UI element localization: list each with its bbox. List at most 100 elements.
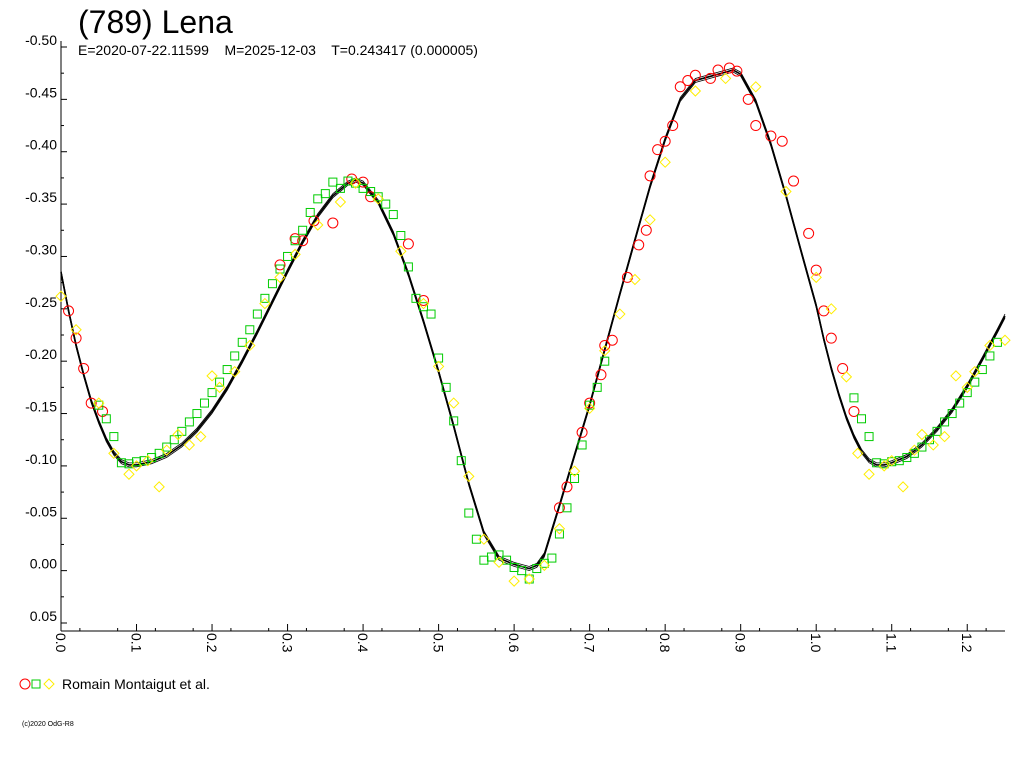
data-point-diamond — [349, 177, 362, 189]
data-point-circle — [667, 120, 679, 132]
data-point-circle — [837, 363, 849, 375]
data-point-circle — [63, 305, 75, 317]
data-point-square — [464, 508, 474, 518]
data-point-diamond — [689, 85, 702, 97]
data-point-square — [570, 473, 580, 483]
data-point-circle — [788, 175, 800, 187]
data-point-circle — [803, 227, 815, 239]
data-point-square — [305, 207, 315, 217]
data-point-circle — [289, 233, 301, 245]
data-point-circle — [776, 135, 788, 147]
data-point-diamond — [130, 460, 143, 472]
data-point-diamond — [950, 370, 962, 382]
x-tick-label: 0.8 — [657, 633, 673, 653]
data-point-diamond — [123, 468, 135, 480]
data-point-circle — [731, 65, 743, 77]
data-point-square — [940, 417, 950, 427]
data-point-square — [260, 293, 270, 303]
y-tick-label: -0.35 — [25, 189, 57, 205]
data-point-diamond — [417, 297, 430, 310]
data-point-circle — [297, 235, 309, 247]
data-point-diamond — [750, 81, 762, 93]
data-point-diamond — [961, 381, 973, 394]
data-point-diamond — [274, 271, 286, 284]
data-point-square — [456, 456, 466, 466]
data-point-diamond — [395, 245, 407, 257]
data-point-square — [562, 503, 572, 513]
data-point-circle — [70, 332, 82, 344]
data-point-square — [298, 225, 308, 235]
chart-title: (789) Lena — [78, 4, 233, 40]
data-point-circle — [723, 62, 735, 74]
data-point-square — [313, 194, 323, 204]
data-point-diamond — [852, 447, 864, 460]
data-point-circle — [659, 135, 671, 147]
data-point-circle — [606, 334, 618, 346]
data-point-circle — [704, 72, 716, 84]
data-point-square — [237, 337, 247, 347]
y-tick-label: 0.05 — [30, 608, 57, 624]
legend-circle-marker — [19, 678, 31, 690]
data-point-diamond — [55, 290, 67, 302]
data-point-diamond — [878, 460, 890, 472]
data-point-square — [426, 309, 436, 319]
data-point-diamond — [583, 402, 596, 415]
data-point-diamond — [447, 397, 460, 409]
data-point-diamond — [614, 308, 626, 320]
data-point-square — [388, 210, 398, 220]
data-point-square — [366, 187, 376, 197]
data-point-diamond — [213, 381, 226, 394]
data-point-diamond — [629, 273, 641, 286]
data-point-circle — [652, 144, 664, 156]
x-tick-label: 0.3 — [280, 633, 296, 653]
data-point-diamond — [897, 481, 909, 493]
data-point-diamond — [810, 271, 822, 284]
data-point-diamond — [183, 439, 196, 451]
data-point-square — [215, 377, 225, 387]
x-tick-label: 0.2 — [204, 633, 220, 653]
y-tick-label: -0.20 — [25, 346, 57, 362]
data-point-diamond — [927, 439, 939, 451]
data-point-circle — [78, 363, 90, 375]
data-point-diamond — [463, 470, 475, 483]
data-point-diamond — [825, 303, 838, 315]
x-tick-label: 0.7 — [582, 633, 598, 653]
lightcurve-plot: -0.50 -0.45 -0.40 -0.35 -0.30 -0.25 -0.20 -0.15… — [25, 32, 1011, 653]
data-point-diamond — [228, 365, 241, 378]
data-point-square — [94, 400, 104, 410]
data-point-circle — [576, 426, 588, 438]
legend-diamond-marker — [43, 678, 55, 690]
data-point-square — [554, 529, 564, 539]
data-point-square — [162, 442, 172, 452]
data-point-square — [177, 426, 187, 436]
data-point-diamond — [523, 573, 535, 585]
data-point-square — [373, 192, 383, 202]
data-point-diamond — [969, 365, 981, 378]
data-point-diamond — [289, 248, 301, 261]
data-point-square — [849, 393, 859, 403]
data-point-square — [486, 552, 496, 562]
data-point-diamond — [840, 371, 853, 383]
data-point-circle — [712, 64, 724, 76]
data-point-diamond — [172, 428, 184, 441]
data-point-circle — [85, 397, 97, 409]
data-point-square — [932, 426, 942, 436]
fit-curve — [60, 69, 1006, 570]
y-tick-label: -0.45 — [25, 84, 57, 100]
data-point-circle — [644, 170, 656, 182]
data-point-square — [524, 574, 534, 584]
data-point-square — [970, 377, 980, 387]
data-point-circle — [327, 217, 339, 229]
data-point-circle — [742, 93, 754, 105]
data-point-square — [403, 262, 413, 272]
data-point-square — [320, 189, 330, 199]
data-point-diamond — [153, 481, 165, 493]
y-tick-label: -0.05 — [25, 503, 57, 519]
data-point-square — [267, 279, 277, 289]
data-point-square — [418, 302, 428, 312]
data-point-square — [109, 432, 119, 442]
data-point-square — [909, 448, 919, 458]
legend-square-marker — [31, 679, 41, 689]
data-point-square — [917, 442, 927, 452]
data-point-diamond — [780, 185, 792, 198]
